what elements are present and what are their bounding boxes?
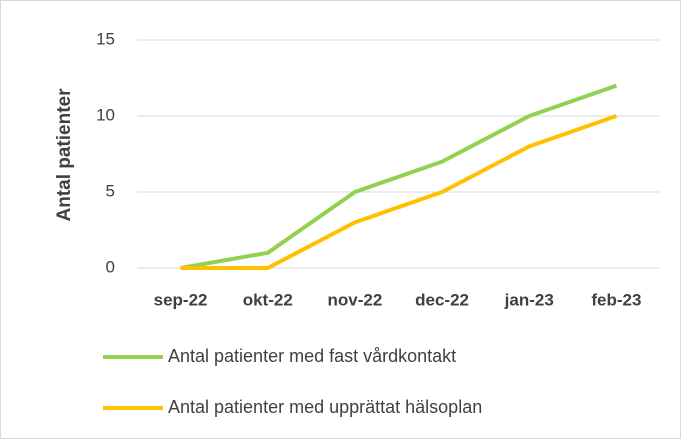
series-line: [180, 83, 618, 270]
x-tick-label: jan-23: [504, 290, 554, 309]
y-tick-label: 0: [106, 257, 115, 276]
x-tick-label: nov-22: [328, 290, 383, 309]
y-tick-label: 10: [96, 105, 115, 124]
legend-label: Antal patienter med upprättat hälsoplan: [168, 397, 482, 417]
y-tick-label: 15: [96, 29, 115, 48]
x-tick-label: sep-22: [154, 290, 208, 309]
legend-label: Antal patienter med fast vårdkontakt: [168, 346, 456, 366]
x-tick-label: okt-22: [243, 290, 293, 309]
y-axis-label: Antal patienter: [54, 88, 75, 222]
x-tick-label: feb-23: [591, 290, 641, 309]
y-tick-label: 5: [106, 181, 115, 200]
x-tick-label: dec-22: [415, 290, 469, 309]
series-line: [180, 114, 618, 270]
